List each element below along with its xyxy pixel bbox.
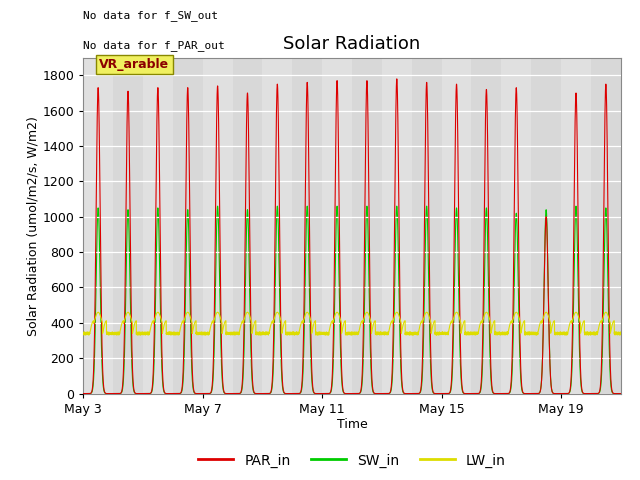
Bar: [442, 58, 472, 394]
Bar: [561, 58, 591, 394]
Bar: [501, 58, 531, 394]
Bar: [322, 58, 352, 394]
Legend: PAR_in, SW_in, LW_in: PAR_in, SW_in, LW_in: [193, 448, 511, 473]
Text: VR_arable: VR_arable: [99, 58, 170, 71]
Bar: [83, 58, 113, 394]
Title: Solar Radiation: Solar Radiation: [284, 35, 420, 53]
Bar: [382, 58, 412, 394]
X-axis label: Time: Time: [337, 419, 367, 432]
Bar: [203, 58, 232, 394]
Bar: [143, 58, 173, 394]
Y-axis label: Solar Radiation (umol/m2/s, W/m2): Solar Radiation (umol/m2/s, W/m2): [26, 116, 40, 336]
Text: No data for f_PAR_out: No data for f_PAR_out: [83, 40, 225, 51]
Bar: [262, 58, 292, 394]
Text: No data for f_SW_out: No data for f_SW_out: [83, 10, 218, 21]
